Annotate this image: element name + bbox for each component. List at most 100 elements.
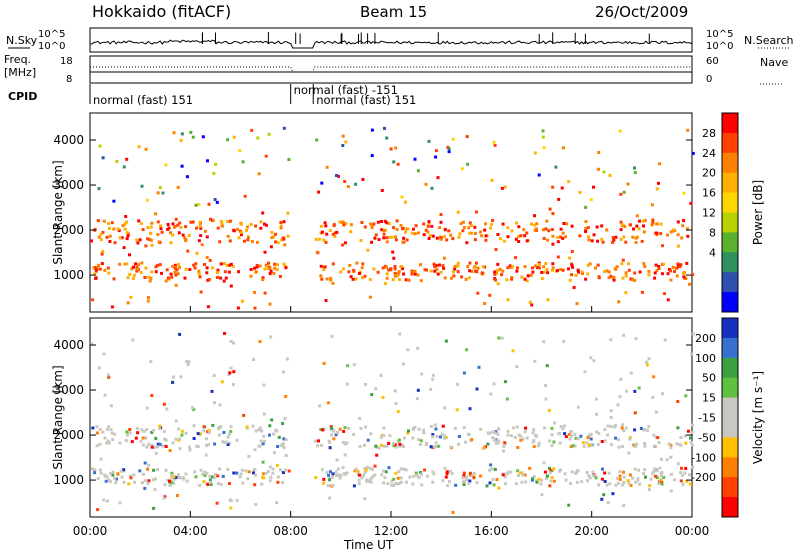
data-cell xyxy=(619,192,623,196)
data-cell xyxy=(331,429,335,433)
data-cell xyxy=(602,270,606,273)
data-cell xyxy=(261,442,265,446)
data-cell xyxy=(336,431,339,434)
data-cell xyxy=(430,224,434,228)
data-cell xyxy=(141,228,145,232)
data-cell xyxy=(435,435,439,438)
data-cell xyxy=(632,443,636,447)
data-cell xyxy=(511,265,515,269)
data-cell xyxy=(530,303,534,307)
data-cell xyxy=(152,445,156,449)
data-cell xyxy=(688,473,692,477)
data-cell xyxy=(360,266,364,270)
data-cell xyxy=(119,469,123,473)
data-cell xyxy=(531,431,535,435)
data-cell xyxy=(343,453,347,457)
data-cell xyxy=(382,469,386,473)
data-cell xyxy=(501,222,505,226)
data-cell xyxy=(652,444,656,448)
data-cell xyxy=(323,221,327,225)
data-cell xyxy=(228,371,232,375)
data-cell xyxy=(147,479,151,483)
data-cell xyxy=(659,222,663,226)
colorbar-swatch xyxy=(722,212,738,233)
data-cell xyxy=(146,226,150,230)
data-cell xyxy=(578,190,582,194)
data-cell xyxy=(592,185,595,189)
data-cell xyxy=(396,162,400,166)
data-cell xyxy=(540,277,544,280)
data-cell xyxy=(282,437,286,441)
data-cell xyxy=(284,266,288,270)
data-cell xyxy=(113,241,117,245)
data-cell xyxy=(253,306,257,310)
data-cell xyxy=(349,223,353,227)
data-cell xyxy=(218,240,222,244)
data-cell xyxy=(140,428,144,432)
data-cell xyxy=(228,432,232,436)
data-cell xyxy=(283,417,287,421)
data-cell xyxy=(260,482,264,486)
data-cell xyxy=(395,445,399,449)
data-cell xyxy=(685,480,689,483)
data-cell xyxy=(402,272,406,276)
data-cell xyxy=(144,436,148,440)
data-cell xyxy=(377,238,381,241)
data-cell xyxy=(622,333,626,337)
data-cell xyxy=(258,264,262,268)
data-cell xyxy=(229,506,233,510)
data-cell xyxy=(176,272,180,276)
data-cell xyxy=(676,400,680,403)
data-cell xyxy=(675,442,679,446)
data-cell xyxy=(542,461,546,465)
data-cell xyxy=(178,437,182,441)
data-cell xyxy=(254,429,258,433)
data-cell xyxy=(381,395,385,399)
data-cell xyxy=(633,171,637,175)
data-cell xyxy=(643,444,647,448)
data-cell xyxy=(382,434,386,438)
data-cell xyxy=(506,433,510,437)
data-cell xyxy=(335,174,338,177)
data-cell xyxy=(654,410,658,414)
data-cell xyxy=(168,484,172,487)
data-cell xyxy=(112,227,116,231)
data-cell xyxy=(624,271,628,275)
data-cell xyxy=(545,267,549,271)
data-cell xyxy=(689,436,692,440)
data-cell xyxy=(468,269,472,273)
data-cell xyxy=(563,472,567,476)
data-cell xyxy=(411,270,415,274)
data-cell xyxy=(483,302,487,305)
data-cell xyxy=(95,431,99,435)
data-cell xyxy=(270,418,274,422)
colorbar-swatch xyxy=(722,152,738,174)
data-cell xyxy=(441,424,445,428)
data-cell xyxy=(626,479,630,483)
data-cell xyxy=(488,468,492,472)
data-cell xyxy=(660,482,664,486)
data-cell xyxy=(261,211,265,215)
data-cell xyxy=(448,470,452,474)
data-cell xyxy=(125,262,129,266)
data-cell xyxy=(219,276,223,280)
data-cell xyxy=(481,271,485,275)
data-cell xyxy=(327,473,330,477)
data-cell xyxy=(633,411,637,415)
data-cell xyxy=(428,234,432,237)
data-cell xyxy=(684,277,688,281)
data-cell xyxy=(197,203,201,206)
data-cell xyxy=(229,366,233,370)
data-cell xyxy=(531,477,535,481)
data-cell xyxy=(624,240,628,244)
data-cell xyxy=(517,240,521,243)
data-cell xyxy=(675,274,679,278)
data-cell xyxy=(504,482,507,486)
data-cell xyxy=(126,301,130,305)
data-cell xyxy=(429,425,433,428)
data-cell xyxy=(262,434,266,438)
data-cell xyxy=(569,482,572,485)
data-cell xyxy=(372,267,376,271)
data-cell xyxy=(505,472,509,476)
